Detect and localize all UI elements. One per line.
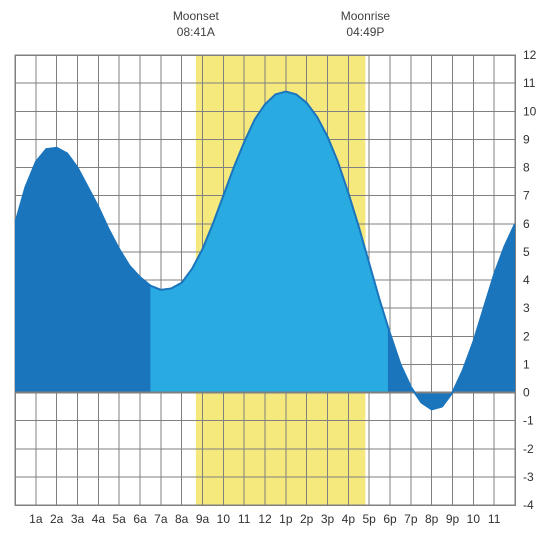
x-tick-label: 1p [279, 512, 293, 526]
x-tick-label: 7p [404, 512, 418, 526]
x-tick-label: 9a [196, 512, 210, 526]
y-tick-label: 12 [523, 48, 537, 62]
x-tick-label: 11 [238, 512, 251, 526]
y-tick-label: -3 [523, 470, 534, 484]
y-tick-label: -1 [523, 414, 534, 428]
x-tick-label: 4a [92, 512, 106, 526]
y-tick-label: 3 [523, 301, 530, 315]
y-tick-label: -4 [523, 498, 534, 512]
y-tick-label: 7 [523, 189, 530, 203]
annotation-title: Moonset [173, 9, 220, 23]
y-tick-label: 11 [523, 76, 536, 90]
annotation-time: 08:41A [177, 25, 215, 39]
annotation-title: Moonrise [341, 9, 391, 23]
tide-chart: -4-3-2-101234567891011121a2a3a4a5a6a7a8a… [0, 0, 550, 550]
x-tick-label: 12 [258, 512, 272, 526]
x-tick-label: 8p [425, 512, 439, 526]
x-tick-label: 3p [321, 512, 335, 526]
y-tick-label: 8 [523, 161, 530, 175]
y-tick-label: 2 [523, 329, 530, 343]
x-tick-label: 7a [154, 512, 168, 526]
chart-svg: -4-3-2-101234567891011121a2a3a4a5a6a7a8a… [0, 0, 550, 550]
y-tick-label: -2 [523, 442, 534, 456]
x-tick-label: 1a [29, 512, 43, 526]
y-tick-label: 0 [523, 386, 530, 400]
x-tick-label: 5a [112, 512, 126, 526]
x-tick-label: 9p [446, 512, 460, 526]
x-tick-label: 8a [175, 512, 189, 526]
x-tick-label: 11 [488, 512, 501, 526]
x-tick-label: 10 [467, 512, 481, 526]
x-tick-label: 4p [342, 512, 356, 526]
x-tick-label: 3a [71, 512, 85, 526]
y-tick-label: 1 [523, 357, 530, 371]
x-tick-label: 6a [133, 512, 147, 526]
x-tick-label: 6p [383, 512, 397, 526]
x-tick-label: 10 [217, 512, 231, 526]
x-tick-label: 2p [300, 512, 314, 526]
y-tick-label: 6 [523, 217, 530, 231]
x-tick-label: 5p [362, 512, 376, 526]
annotation-time: 04:49P [346, 25, 384, 39]
y-tick-label: 5 [523, 245, 530, 259]
y-tick-label: 10 [523, 104, 537, 118]
y-tick-label: 4 [523, 273, 530, 287]
x-tick-label: 2a [50, 512, 64, 526]
y-tick-label: 9 [523, 132, 530, 146]
